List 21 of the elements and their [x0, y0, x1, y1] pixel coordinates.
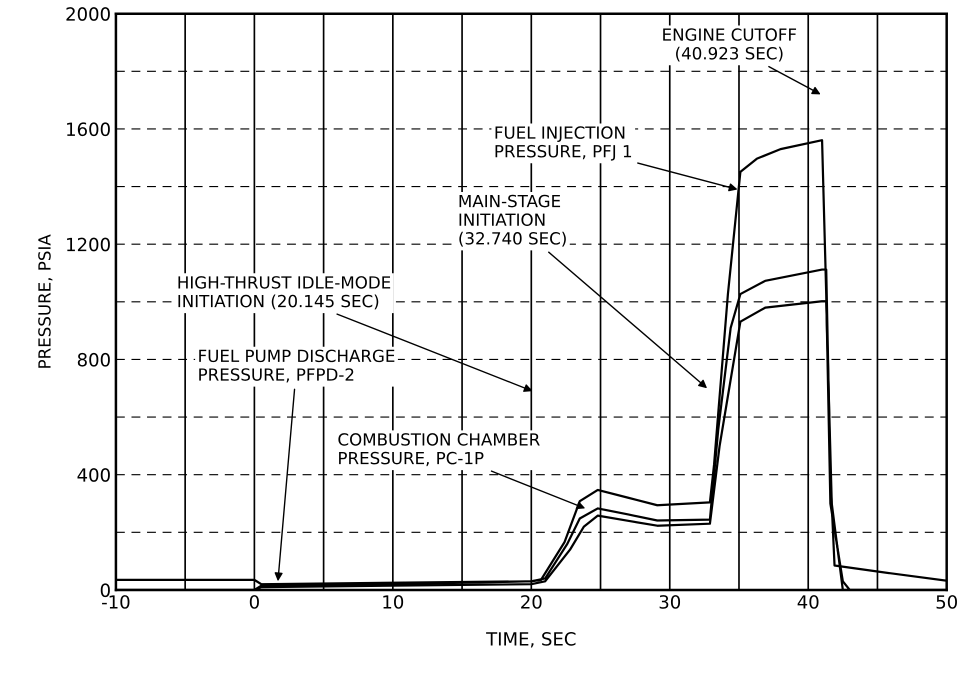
annotation: HIGH-THRUST IDLE-MODE INITIATION (20.145 SEC) — [178, 276, 390, 310]
x-tick-label: 30 — [660, 595, 680, 609]
annotation: MAIN-STAGE INITIATION (32.740 SEC) — [459, 194, 566, 247]
y-axis-title: PRESSURE, PSIA — [38, 234, 52, 368]
x-tick-label: -10 — [102, 595, 130, 609]
x-tick-label: 50 — [936, 595, 957, 609]
x-tick-label: 0 — [250, 595, 259, 609]
y-tick-label: 2000 — [66, 7, 110, 21]
annotation: FUEL PUMP DISCHARGE PRESSURE, PFPD-2 — [199, 350, 394, 383]
x-tick-label: 40 — [798, 595, 819, 609]
annotation: FUEL INJECTION PRESSURE, PFJ 1 — [496, 126, 632, 161]
annotation: COMBUSTION CHAMBER PRESSURE, PC-1P — [338, 433, 540, 466]
x-tick-label: 20 — [521, 595, 542, 609]
y-tick-label: 0 — [100, 583, 110, 598]
y-tick-label: 1600 — [67, 122, 110, 136]
y-tick-label: 1200 — [67, 238, 110, 252]
y-tick-label: 800 — [78, 352, 110, 367]
annotation: ENGINE CUTOFF (40.923 SEC) — [663, 28, 796, 62]
y-tick-label: 400 — [77, 468, 110, 482]
x-tick-label: 10 — [383, 595, 404, 609]
x-axis-title: TIME, SEC — [486, 632, 576, 648]
